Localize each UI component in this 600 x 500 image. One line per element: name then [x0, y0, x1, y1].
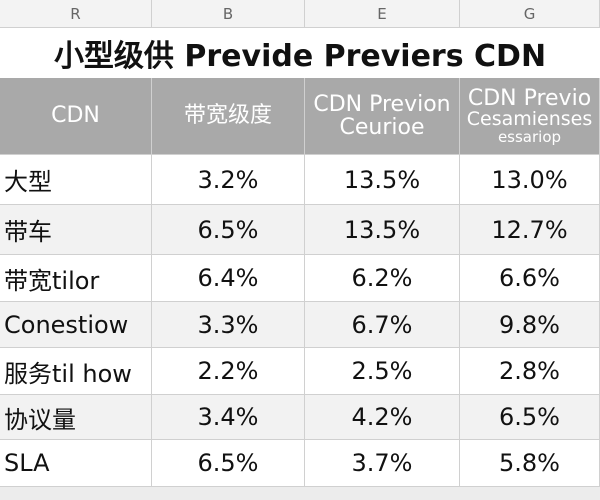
value-cell[interactable]: 2.8% [460, 348, 600, 395]
value-cell[interactable]: 6.4% [152, 255, 305, 302]
value-cell[interactable]: 3.4% [152, 395, 305, 440]
value-cell[interactable]: 3.7% [305, 440, 460, 487]
table-row: 协议量 3.4% 4.2% 6.5% [0, 395, 600, 440]
value-cell[interactable]: 6.7% [305, 302, 460, 348]
header-cell[interactable]: CDN Previo Cesamienses essariop [460, 78, 600, 155]
value-cell[interactable]: 12.7% [460, 205, 600, 255]
column-letter[interactable]: G [460, 0, 600, 28]
table-row: 带车 6.5% 13.5% 12.7% [0, 205, 600, 255]
table-header-row: CDN 带宽级度 CDN Previon Ceurioe CDN Previo Cesam… [0, 78, 600, 155]
row-label-cell[interactable]: 协议量 [0, 395, 152, 440]
value-cell[interactable]: 6.5% [460, 395, 600, 440]
table-row: 带宽tilor 6.4% 6.2% 6.6% [0, 255, 600, 302]
table-row: Conestiow 3.3% 6.7% 9.8% [0, 302, 600, 348]
value-cell[interactable]: 6.5% [152, 205, 305, 255]
value-cell[interactable]: 5.8% [460, 440, 600, 487]
value-cell[interactable]: 4.2% [305, 395, 460, 440]
value-cell[interactable]: 13.5% [305, 205, 460, 255]
header-text: 带宽级度 [183, 103, 272, 129]
row-label-cell[interactable]: 服务til how [0, 348, 152, 395]
value-cell[interactable]: 3.3% [152, 302, 305, 348]
header-cell[interactable]: CDN Previon Ceurioe [305, 78, 460, 155]
table-row: SLA 6.5% 3.7% 5.8% [0, 440, 600, 487]
table-row: 服务til how 2.2% 2.5% 2.8% [0, 348, 600, 395]
column-letter[interactable]: E [305, 0, 460, 28]
column-letter[interactable]: R [0, 0, 152, 28]
header-text: CDN [51, 103, 100, 129]
sheet-title: 小型级供 Previde Previers CDN [0, 28, 600, 79]
value-cell[interactable]: 2.5% [305, 348, 460, 395]
row-label-cell[interactable]: 带车 [0, 205, 152, 255]
sheet-tabs-bar [0, 487, 600, 500]
value-cell[interactable]: 13.5% [305, 155, 460, 205]
value-cell[interactable]: 3.2% [152, 155, 305, 205]
header-text: CDN Previo [467, 85, 592, 111]
row-label-cell[interactable]: SLA [0, 440, 152, 487]
header-text: essariop [497, 127, 562, 146]
header-text: Cesamienses [466, 107, 593, 130]
row-label-cell[interactable]: Conestiow [0, 302, 152, 348]
value-cell[interactable]: 13.0% [460, 155, 600, 205]
row-label-cell[interactable]: 带宽tilor [0, 255, 152, 302]
header-text: CDN Previon [313, 91, 451, 117]
row-label-cell[interactable]: 大型 [0, 155, 152, 205]
value-cell[interactable]: 6.6% [460, 255, 600, 302]
value-cell[interactable]: 6.5% [152, 440, 305, 487]
value-cell[interactable]: 9.8% [460, 302, 600, 348]
value-cell[interactable]: 6.2% [305, 255, 460, 302]
header-text: Ceurioe [339, 115, 425, 140]
column-letter[interactable]: B [152, 0, 305, 28]
header-cell[interactable]: 带宽级度 [152, 78, 305, 155]
header-cell[interactable]: CDN [0, 78, 152, 155]
value-cell[interactable]: 2.2% [152, 348, 305, 395]
table-row: 大型 3.2% 13.5% 13.0% [0, 155, 600, 205]
